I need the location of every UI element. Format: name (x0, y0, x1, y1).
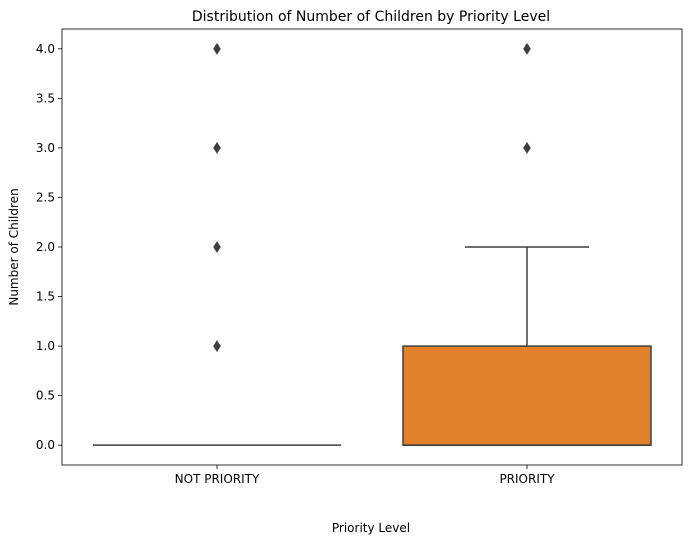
y-tick-label: 2.0 (36, 240, 55, 254)
box-not-priority (93, 42, 341, 446)
y-tick-label: 1.0 (36, 339, 55, 353)
outlier-point (213, 141, 221, 154)
x-axis-label: Priority Level (332, 521, 410, 535)
outlier-point (523, 141, 531, 154)
y-tick-label: 0.5 (36, 389, 55, 403)
chart-title: Distribution of Number of Children by Pr… (192, 9, 550, 25)
y-tick-label: 3.5 (36, 91, 55, 105)
outlier-point (213, 42, 221, 55)
y-axis-label: Number of Children (7, 188, 21, 305)
outlier-point (213, 241, 221, 253)
y-tick-label: 0.0 (36, 438, 55, 452)
y-axis: 0.0 0.5 1.0 1.5 2.0 2.5 3.0 3.5 4.0 (36, 42, 62, 452)
outlier-point (523, 42, 531, 55)
x-axis: NOT PRIORITY PRIORITY (175, 465, 555, 486)
y-tick-label: 2.5 (36, 190, 55, 204)
y-tick-label: 1.5 (36, 290, 55, 304)
x-tick-label: PRIORITY (499, 472, 555, 486)
outlier-point (213, 340, 221, 353)
y-tick-label: 4.0 (36, 42, 55, 56)
x-tick-label: NOT PRIORITY (175, 472, 260, 486)
box-priority (402, 42, 652, 446)
y-tick-label: 3.0 (36, 141, 55, 155)
box-iqr (402, 345, 652, 446)
boxes-layer (93, 42, 652, 446)
